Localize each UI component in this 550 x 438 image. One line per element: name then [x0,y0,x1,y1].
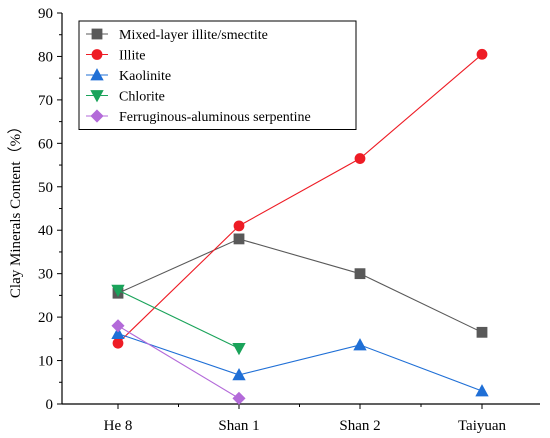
data-point [111,326,125,340]
series-line [117,333,483,392]
legend-box [78,20,357,130]
data-point [476,326,488,338]
legend-marker [90,90,104,103]
data-point [354,153,366,164]
y-tick-label: 60 [38,136,53,152]
series-line [117,325,240,399]
x-ticks: He 8 Shan 1 Shan 2 Taiyuan [104,404,507,434]
data-point [111,319,125,333]
x-tick-label: Taiyuan [458,418,507,434]
legend-marker [90,68,104,81]
legend-label: Ferruginous-aluminous serpentine [119,110,311,125]
data-point [233,233,245,245]
legend-item: Mixed-layer illite/smectite [86,28,268,43]
legend-label: Kaolinite [119,69,171,84]
y-tick-label: 80 [38,49,53,65]
series-1 [112,48,488,349]
data-point [112,337,124,349]
y-tick-label: 20 [38,310,53,326]
legend-marker [91,28,103,40]
x-tick-label: Shan 1 [218,418,259,434]
x-tick-label: Shan 2 [339,418,380,434]
legend-item: Kaolinite [86,68,171,84]
y-axis-title: Clay Minerals Content（%） [7,119,24,298]
data-point [475,384,489,397]
legend-label: Chlorite [119,90,165,105]
series-line [117,238,483,333]
data-point [232,342,246,356]
legend-item: Chlorite [86,90,165,105]
legend-label: Illite [119,49,145,64]
data-point [353,338,367,351]
y-tick-label: 0 [46,397,54,413]
data-point [232,368,246,381]
y-tick-label: 50 [38,180,53,196]
y-tick-label: 10 [38,354,53,370]
data-point [233,220,245,232]
data-point [232,391,246,405]
series-line [117,289,240,349]
data-point [111,284,125,298]
legend-item: Illite [86,49,145,64]
series-2 [111,326,489,397]
y-tick-label: 40 [38,223,53,239]
legend: Mixed-layer illite/smectite Illite Kaolini… [78,20,357,130]
data-point [354,268,366,280]
series-0 [112,233,488,338]
y-tick-label: 70 [38,93,53,109]
y-tick-label: 90 [38,6,53,22]
data-point [476,48,488,60]
y-tick-label: 30 [38,267,53,283]
legend-item: Ferruginous-aluminous serpentine [86,109,311,125]
series-layer [111,48,489,405]
series-4 [111,319,246,405]
x-tick-label: He 8 [104,418,133,434]
y-ticks: 0 10 20 30 40 50 60 70 80 90 [38,6,62,413]
legend-marker [91,49,103,60]
series-3 [111,284,246,356]
legend-label: Mixed-layer illite/smectite [119,28,268,43]
legend-marker [90,109,104,123]
series-line [117,53,483,344]
